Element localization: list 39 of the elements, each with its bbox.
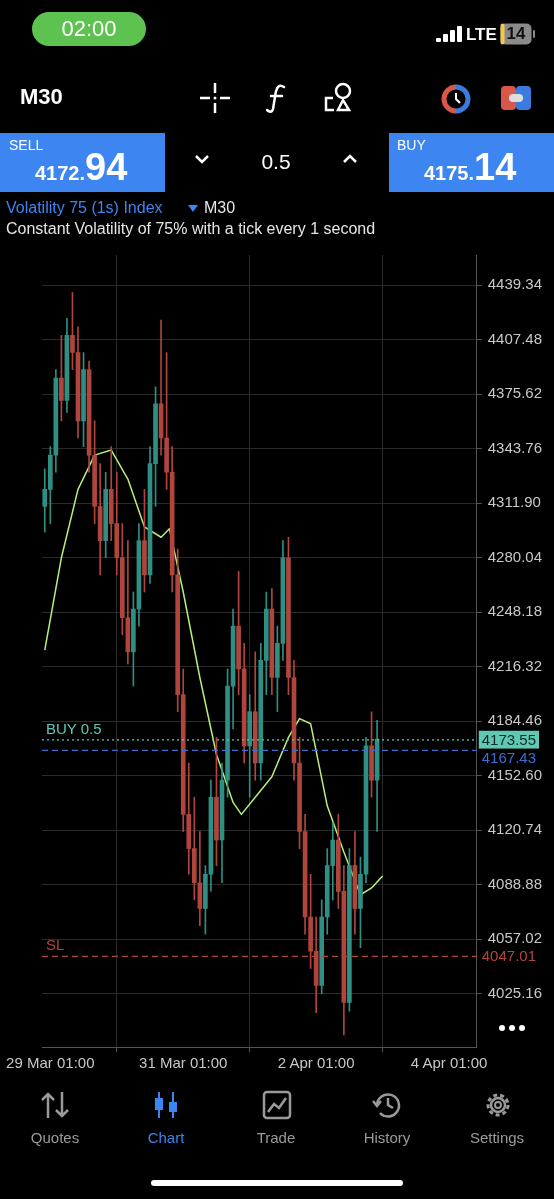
x-tick-label: 29 Mar 01:00	[6, 1054, 95, 1072]
y-tick-label: 4311.90	[487, 493, 541, 511]
y-tick-label: 4152.60	[487, 765, 543, 783]
y-tick-label: 4343.76	[487, 438, 543, 456]
y-tick-label: 4248.18	[487, 602, 543, 620]
text: 4047.01	[481, 947, 537, 965]
y-tick-label: 4280.04	[487, 547, 543, 565]
text: Quotes	[29, 1129, 81, 1146]
text: 4175.	[424, 162, 475, 184]
text: M30	[204, 199, 236, 217]
y-tick-label: 4375.62	[487, 384, 543, 402]
x-tick-label: 4 Apr 01:00	[410, 1054, 488, 1072]
x-tick-label: 31 Mar 01:00	[139, 1054, 228, 1072]
text: 14	[474, 146, 517, 188]
text: History	[362, 1129, 412, 1146]
y-tick-label: 4407.48	[487, 329, 543, 347]
y-tick-label: 4439.34	[487, 275, 543, 293]
ref-line-label: SL	[46, 936, 65, 954]
text: LTE	[466, 25, 497, 45]
text: M30	[20, 84, 63, 110]
y-tick-label: 4025.16	[487, 983, 543, 1001]
text: BUY	[397, 137, 426, 153]
text: Chart	[146, 1129, 186, 1146]
y-tick-label: 4216.32	[487, 656, 543, 674]
text: Settings	[468, 1129, 526, 1146]
chart-title: Volatility 75 (1s) Index	[6, 199, 163, 217]
chart-subtitle: Constant Volatility of 75% with a tick every 1 second	[6, 220, 376, 238]
y-tick-label: 4057.02	[487, 929, 543, 947]
text: 4173.55	[481, 731, 537, 749]
x-tick-label: 2 Apr 01:00	[277, 1054, 355, 1072]
text: Trade	[255, 1129, 297, 1146]
text: 4167.43	[481, 749, 537, 767]
y-tick-label: 4120.74	[487, 820, 543, 838]
text: 14	[506, 24, 526, 43]
y-tick-label: 4088.88	[487, 874, 543, 892]
ref-line-label: BUY 0.5	[46, 720, 102, 738]
y-tick-label: 4184.46	[487, 711, 543, 729]
text: 0.5	[260, 150, 292, 174]
text: 02:00	[60, 16, 118, 42]
